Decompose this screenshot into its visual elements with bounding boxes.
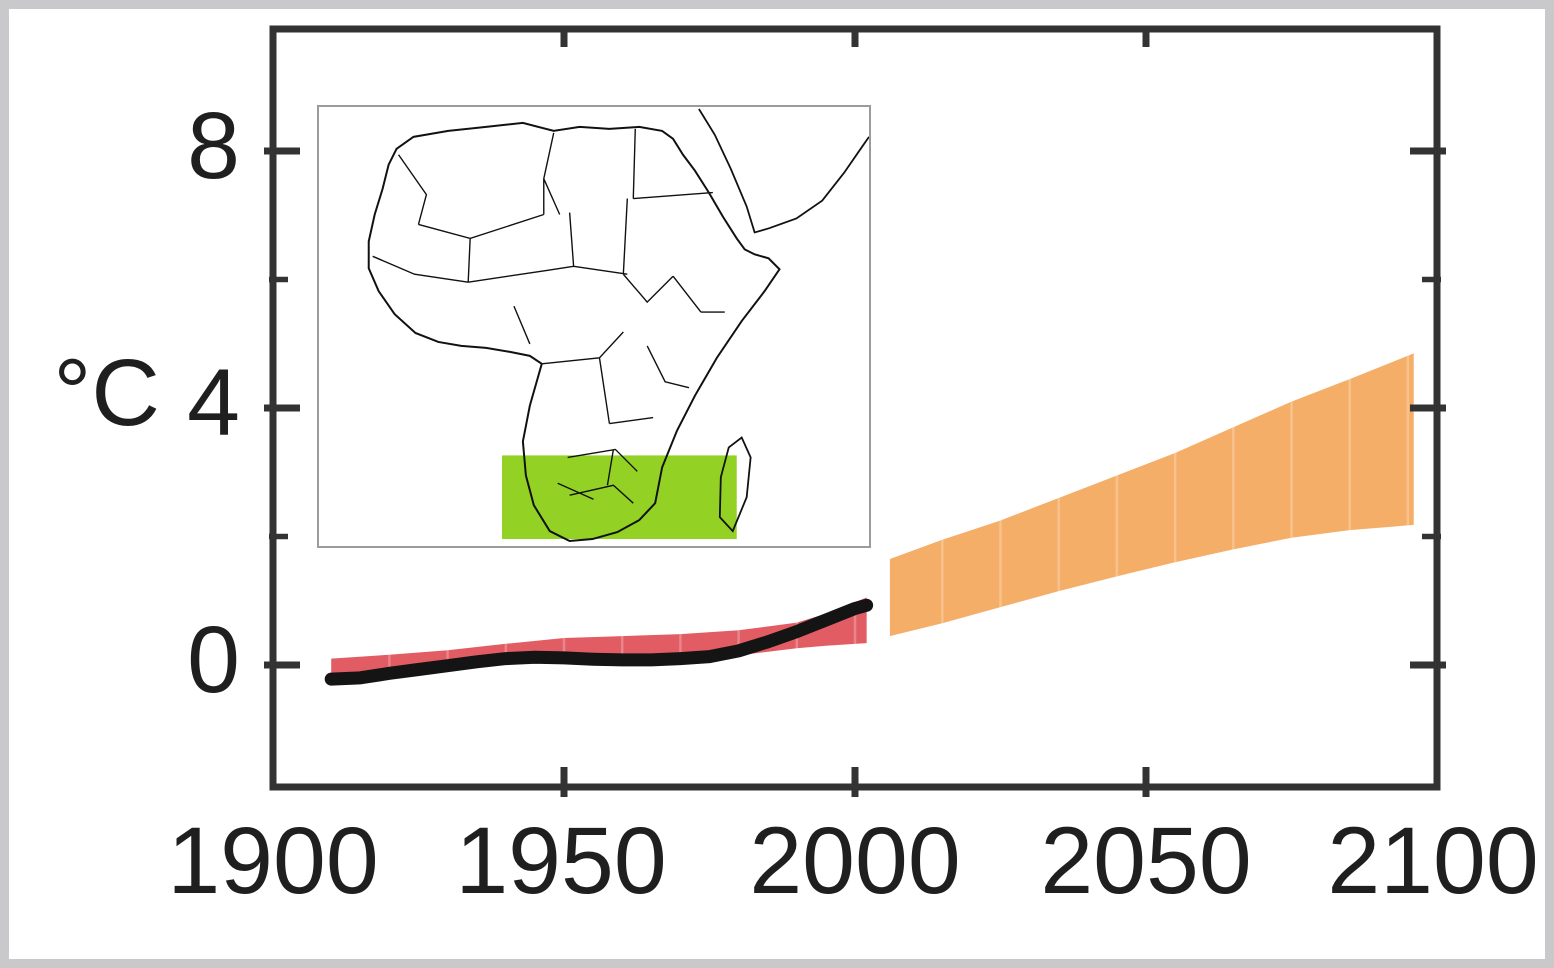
y-axis-unit-label: °C xyxy=(53,340,160,446)
observed-temperature-line xyxy=(324,598,874,686)
projection-band xyxy=(889,353,1414,637)
x-tick-label-2100: 2100 xyxy=(1327,808,1539,914)
y-tick-label-8: 8 xyxy=(187,93,240,199)
x-tick-label-2050: 2050 xyxy=(1040,808,1252,914)
arabian-peninsula-outline xyxy=(698,108,869,234)
x-tick-label-1900: 1900 xyxy=(167,808,379,914)
y-tick-label-0: 0 xyxy=(187,607,240,713)
madagascar-outline xyxy=(718,436,752,533)
x-tick-label-2000: 2000 xyxy=(749,808,961,914)
y-tick-label-4: 4 xyxy=(187,350,240,456)
africa-inset-map xyxy=(317,105,871,548)
highlighted-region-box xyxy=(502,455,737,540)
country-borders xyxy=(372,128,725,504)
africa-coastline xyxy=(367,121,781,543)
africa-map-svg xyxy=(367,108,869,543)
x-tick-label-1950: 1950 xyxy=(455,808,667,914)
